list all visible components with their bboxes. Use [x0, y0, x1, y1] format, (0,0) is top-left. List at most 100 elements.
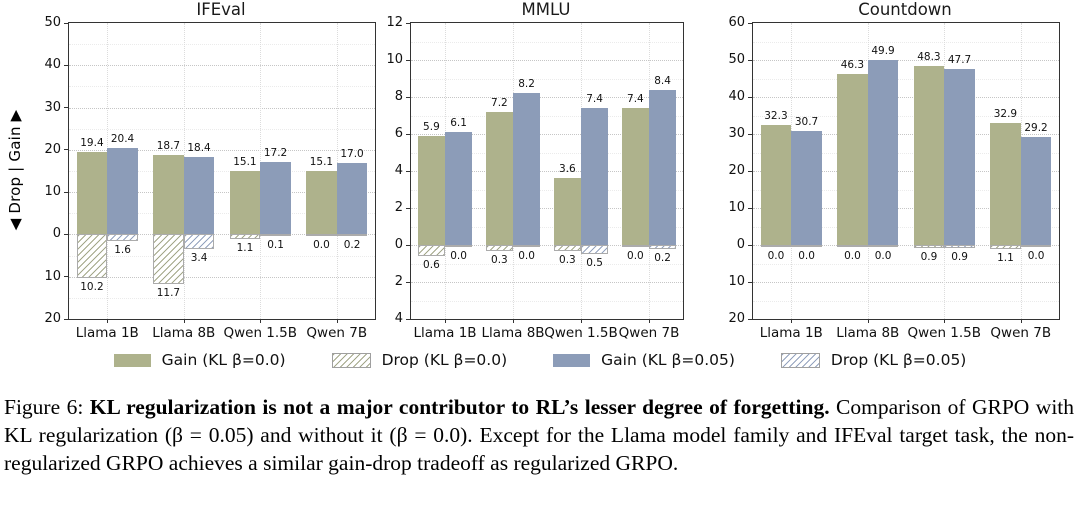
y-tick-mark: [748, 22, 753, 24]
bar-value-label: 0.3: [559, 253, 576, 266]
drop-bar: [153, 234, 184, 284]
bar-value-label: 32.3: [764, 110, 788, 123]
major-gridline: [69, 149, 375, 151]
plot-area: 20 10 0 10 20 30 40 50 Llama 1B Llama 8B Qwen 1.5B…: [44, 15, 376, 341]
caption-label: Figure 6:: [4, 395, 84, 419]
y-tick-label: 4: [394, 311, 403, 327]
x-tick-mark: [791, 319, 793, 323]
drop-bar: [485, 245, 513, 251]
bar-value-label: 0.5: [586, 257, 603, 270]
drop-bar: [944, 245, 975, 249]
minor-gridline: [69, 213, 375, 215]
minor-gridline: [753, 152, 1059, 154]
minor-gridline: [69, 128, 375, 130]
minor-gridline: [411, 41, 683, 43]
bar-value-label: 20.4: [110, 133, 135, 146]
major-gridline: [411, 134, 683, 135]
drop-bar: [183, 234, 215, 249]
bar-value-label: 6.1: [450, 117, 467, 130]
bar-value-label: 0.0: [844, 249, 861, 262]
gain-bar: [990, 123, 1021, 245]
gain-bar: [760, 125, 792, 245]
x-tick-label: Llama 1B: [759, 325, 823, 341]
bar-value-label: 15.1: [233, 155, 257, 168]
y-tick-label: 20: [728, 163, 745, 179]
x-tick-label: Llama 8B: [152, 325, 216, 341]
major-gridline: [753, 97, 1059, 98]
y-tick-label: 10: [44, 268, 61, 284]
gain-bar: [649, 89, 677, 245]
y-tick-mark: [64, 64, 69, 66]
x-tick-mark: [336, 319, 338, 323]
bar-value-label: 3.6: [559, 163, 576, 176]
legend: Gain (KL β=0.0) Drop (KL β=0.0) Gain (KL β…: [0, 346, 1080, 374]
bar-value-label: 0.2: [343, 238, 361, 251]
bar-value-label: 1.1: [236, 242, 254, 255]
minor-gridline: [411, 152, 683, 154]
drop-bar: [649, 245, 677, 249]
minor-gridline: [411, 78, 683, 80]
gain-bar: [513, 93, 541, 245]
plot-area: 4 2 0 2 4 6 8 10 12 Llama 1B Llama 8B Qwen 1.5B Qwen…: [386, 15, 684, 341]
x-tick-label: Llama 8B: [481, 325, 545, 341]
y-tick-label: 0: [736, 237, 745, 253]
minor-gridline: [411, 226, 683, 228]
minor-gridline: [69, 44, 375, 46]
bar-value-label: 19.4: [80, 137, 104, 150]
x-tick-label: Qwen 7B: [990, 325, 1052, 341]
y-tick-label: 50: [44, 15, 61, 31]
y-tick-mark: [64, 149, 69, 151]
y-tick-mark: [406, 96, 411, 98]
y-tick-mark: [406, 318, 411, 320]
chart-title: MMLU: [521, 0, 571, 19]
bar-value-label: 49.9: [871, 45, 895, 58]
major-gridline: [753, 171, 1059, 172]
minor-gridline: [69, 86, 375, 88]
x-tick-mark: [581, 319, 582, 323]
y-tick-mark: [64, 107, 69, 109]
y-tick-mark: [748, 170, 753, 172]
y-tick-label: 40: [44, 57, 61, 73]
x-tick-mark: [183, 319, 185, 323]
major-gridline: [411, 97, 683, 98]
y-tick-label: 8: [394, 89, 403, 105]
gain-bar: [581, 108, 609, 245]
bar-value-label: 32.9: [993, 108, 1018, 121]
minor-gridline: [411, 300, 683, 302]
drop-bar: [417, 245, 445, 257]
y-tick-label: 10: [728, 200, 745, 216]
major-gridline: [69, 107, 375, 109]
y-tick-label: 30: [728, 126, 745, 142]
legend-label: Gain (KL β=0.0): [161, 351, 286, 369]
minor-gridline: [753, 189, 1059, 191]
major-gridline: [411, 282, 683, 283]
legend-item: Gain (KL β=0.05): [553, 351, 735, 369]
drop-bar: [760, 245, 792, 247]
x-tick-mark: [649, 319, 650, 323]
y-tick-label: 10: [728, 274, 745, 290]
x-tick-mark: [944, 319, 946, 323]
minor-gridline: [753, 115, 1059, 117]
charts-row: IFEval ◀ Drop | Gain ▶ 20 10 0 10 20 30 40 50 Llam…: [6, 0, 1060, 341]
y-tick-mark: [406, 22, 411, 24]
y-tick-label: 2: [394, 200, 403, 216]
minor-gridline: [411, 189, 683, 191]
y-tick-label: 6: [394, 126, 403, 142]
drop-bar: [229, 234, 261, 240]
x-tick-label: Llama 1B: [75, 325, 139, 341]
x-tick-mark: [260, 319, 262, 323]
y-tick-label: 10: [386, 52, 403, 68]
bar-value-label: 1.1: [997, 252, 1014, 265]
bar-value-label: 17.2: [263, 146, 288, 159]
bar-value-label: 0.0: [313, 238, 330, 251]
y-tick-label: 20: [44, 142, 61, 158]
drop-bar: [260, 234, 291, 237]
y-tick-label: 20: [728, 311, 745, 327]
y-tick-mark: [64, 318, 69, 320]
y-tick-label: 20: [44, 311, 61, 327]
y-tick-label: 40: [728, 89, 745, 105]
gain-bar: [1020, 136, 1052, 245]
minor-gridline: [411, 115, 683, 117]
bar-value-label: 47.7: [947, 53, 972, 66]
solid-swatch: [553, 353, 591, 367]
